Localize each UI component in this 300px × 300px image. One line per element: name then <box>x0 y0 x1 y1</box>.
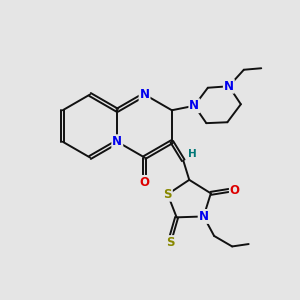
Text: N: N <box>199 210 208 223</box>
Text: S: S <box>164 188 172 201</box>
Text: H: H <box>188 149 197 159</box>
Text: N: N <box>224 80 234 93</box>
Text: S: S <box>166 236 175 249</box>
Text: O: O <box>140 176 150 189</box>
Text: N: N <box>112 135 122 148</box>
Text: O: O <box>230 184 240 197</box>
Text: N: N <box>189 99 199 112</box>
Text: N: N <box>140 88 150 101</box>
